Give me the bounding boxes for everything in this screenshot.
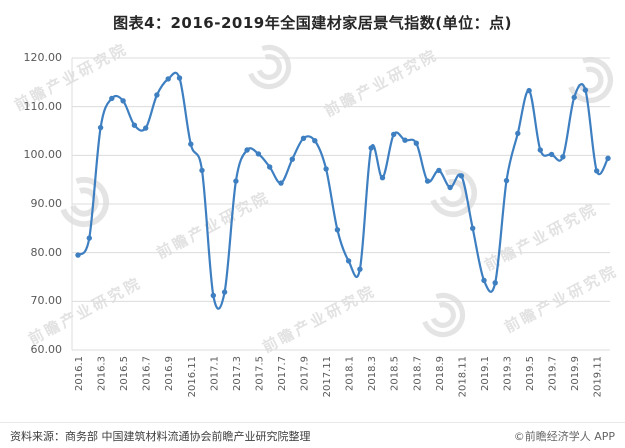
data-point-marker <box>75 252 81 258</box>
chart-title: 图表4：2016-2019年全国建材家居景气指数(单位：点) <box>113 14 512 32</box>
y-tick-label: 90.00 <box>30 197 63 210</box>
x-tick-label: 2016.5 <box>119 356 130 391</box>
y-tick-label: 60.00 <box>30 343 63 356</box>
data-point-marker <box>143 125 149 131</box>
data-point-marker <box>560 154 566 160</box>
data-point-marker <box>289 156 295 162</box>
data-point-marker <box>154 92 160 98</box>
series-line <box>76 71 610 310</box>
copyright-text: ©前瞻经济学人 APP <box>513 429 615 443</box>
x-tick-label: 2019.7 <box>548 356 559 391</box>
y-tick-label: 70.00 <box>30 294 63 308</box>
data-point-marker <box>379 175 386 181</box>
data-point-marker <box>233 178 239 184</box>
data-point-marker <box>109 95 115 102</box>
y-tick-label: 80.00 <box>30 245 63 259</box>
x-tick-label: 2018.9 <box>435 356 446 391</box>
data-point-marker <box>199 167 205 174</box>
data-point-marker <box>571 94 577 101</box>
data-point-marker <box>447 184 453 191</box>
data-point-marker <box>424 178 431 184</box>
data-source-text: 资料来源：商务部 中国建筑材料流通协会前瞻产业研究院整理 <box>10 429 311 443</box>
y-tick-label: 100.00 <box>23 148 63 162</box>
x-tick-label: 2019.3 <box>503 356 514 391</box>
data-point-marker <box>86 235 92 241</box>
x-tick-label: 2017.5 <box>254 356 265 391</box>
data-point-marker <box>312 138 318 144</box>
data-point-marker <box>402 137 408 143</box>
data-point-marker <box>436 167 442 174</box>
data-point-marker <box>368 145 374 151</box>
x-tick-label: 2018.1 <box>345 356 356 391</box>
data-point-marker <box>582 87 589 93</box>
x-tick-label: 2017.1 <box>209 356 220 391</box>
x-tick-label: 2019.11 <box>593 356 604 397</box>
data-point-marker <box>300 135 307 141</box>
data-point-marker <box>97 124 104 131</box>
data-point-marker <box>413 140 419 146</box>
line-chart-canvas: 2016.1 2016.3 2016.5 2016.7 2016.9 2016.11 201… <box>71 57 611 397</box>
data-point-marker <box>210 292 216 299</box>
data-point-marker <box>120 98 126 104</box>
data-point-marker <box>594 168 600 174</box>
x-tick-label: 2016.7 <box>142 356 153 391</box>
x-tick-label: 2018.5 <box>390 356 401 391</box>
data-point-marker <box>492 280 498 286</box>
data-point-marker <box>267 164 273 170</box>
x-tick-label: 2019.5 <box>525 356 536 391</box>
x-tick-label: 2019.9 <box>570 356 581 391</box>
data-point-marker <box>537 147 543 153</box>
data-point-marker <box>334 227 341 233</box>
y-tick-label: 110.00 <box>23 99 63 113</box>
x-tick-label: 2017.11 <box>322 356 333 397</box>
x-tick-label: 2019.1 <box>480 356 491 391</box>
data-point-marker <box>131 122 138 128</box>
x-tick-label: 2016.11 <box>187 356 198 397</box>
data-point-marker <box>165 76 171 82</box>
data-point-marker <box>391 131 397 138</box>
data-point-marker <box>548 151 555 158</box>
data-point-marker <box>481 277 487 284</box>
data-point-marker <box>470 225 476 231</box>
x-tick-label: 2017.9 <box>300 356 311 391</box>
data-point-marker <box>188 141 194 147</box>
data-point-marker <box>605 155 611 161</box>
x-tick-label: 2017.7 <box>277 356 288 391</box>
data-point-marker <box>526 87 532 94</box>
data-point-marker <box>345 258 352 264</box>
data-point-marker <box>221 289 228 295</box>
data-point-marker <box>323 166 329 172</box>
x-tick-label: 2018.7 <box>412 356 423 391</box>
x-tick-label: 2016.1 <box>74 356 85 391</box>
data-point-marker <box>357 266 363 272</box>
data-point-marker <box>244 147 250 153</box>
data-point-marker <box>176 75 183 81</box>
x-tick-label: 2016.3 <box>97 356 108 391</box>
chart-footer: 资料来源：商务部 中国建筑材料流通协会前瞻产业研究院整理 ©前瞻经济学人 APP <box>0 422 625 448</box>
data-point-marker <box>255 151 262 157</box>
data-point-marker <box>278 180 284 186</box>
data-point-marker <box>503 177 510 184</box>
x-tick-label: 2018.3 <box>367 356 378 391</box>
x-tick-label: 2017.3 <box>232 356 243 391</box>
y-tick-label: 120.00 <box>23 51 63 64</box>
x-tick-label: 2016.9 <box>164 356 175 391</box>
data-point-marker <box>458 173 465 179</box>
x-tick-label: 2018.11 <box>457 356 468 397</box>
data-point-marker <box>515 130 521 137</box>
